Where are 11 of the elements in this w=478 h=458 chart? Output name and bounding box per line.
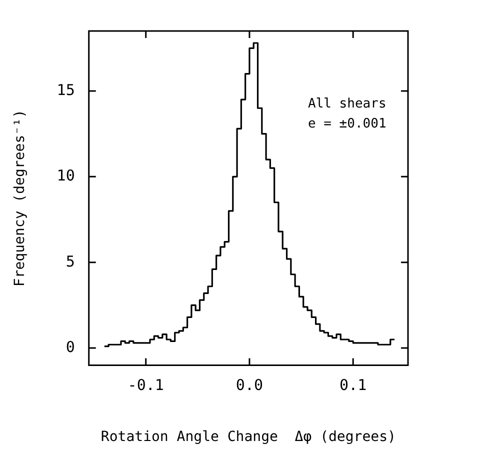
y-tick-label: 0 [66, 338, 75, 356]
x-axis-title: Rotation Angle Change Δφ (degrees) [100, 429, 396, 446]
y-tick-label: 5 [66, 252, 75, 270]
x-tick-label: -0.1 [128, 376, 164, 394]
y-tick-label: 10 [56, 166, 75, 185]
x-tick-label: 0.1 [340, 376, 367, 394]
y-axis-title: Frequency (degrees⁻¹) [12, 110, 28, 287]
annotation: e = ±0.001 [308, 116, 386, 132]
annotation: All shears [308, 96, 386, 112]
y-tick-label: 15 [56, 80, 75, 99]
x-tick-label: 0.0 [236, 376, 264, 394]
